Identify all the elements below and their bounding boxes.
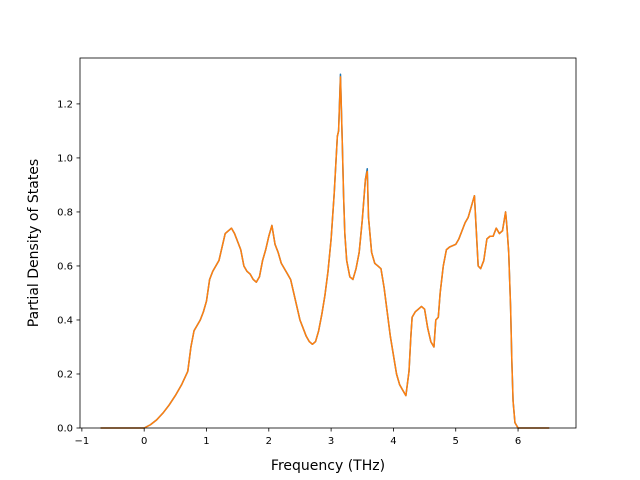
x-tick-label: 3 xyxy=(328,436,334,447)
y-tick-label: 1.0 xyxy=(57,153,73,164)
x-tick-label: 2 xyxy=(266,436,272,447)
x-tick-label: −1 xyxy=(74,436,89,447)
x-tick-label: 5 xyxy=(453,436,459,447)
x-axis-label: Frequency (THz) xyxy=(271,458,385,474)
series-line-2 xyxy=(100,76,550,429)
y-tick-label: 1.2 xyxy=(57,99,73,110)
x-tick-label: 0 xyxy=(141,436,147,447)
y-axis: 0.0 0.2 0.4 0.6 0.8 1.0 1.2 xyxy=(57,99,80,435)
y-tick-label: 0.2 xyxy=(57,369,73,380)
y-tick-label: 0.6 xyxy=(57,261,73,272)
y-tick-label: 0.4 xyxy=(57,315,73,326)
x-axis: −1 0 1 2 3 4 5 6 xyxy=(74,428,521,447)
y-axis-label: Partial Density of States xyxy=(26,159,42,327)
series-layer xyxy=(100,73,550,429)
x-tick-label: 4 xyxy=(390,436,396,447)
y-tick-label: 0.0 xyxy=(57,424,73,435)
x-tick-label: 6 xyxy=(515,436,521,447)
plot-frame xyxy=(79,57,577,429)
x-tick-label: 1 xyxy=(203,436,209,447)
y-tick-label: 0.8 xyxy=(57,207,73,218)
